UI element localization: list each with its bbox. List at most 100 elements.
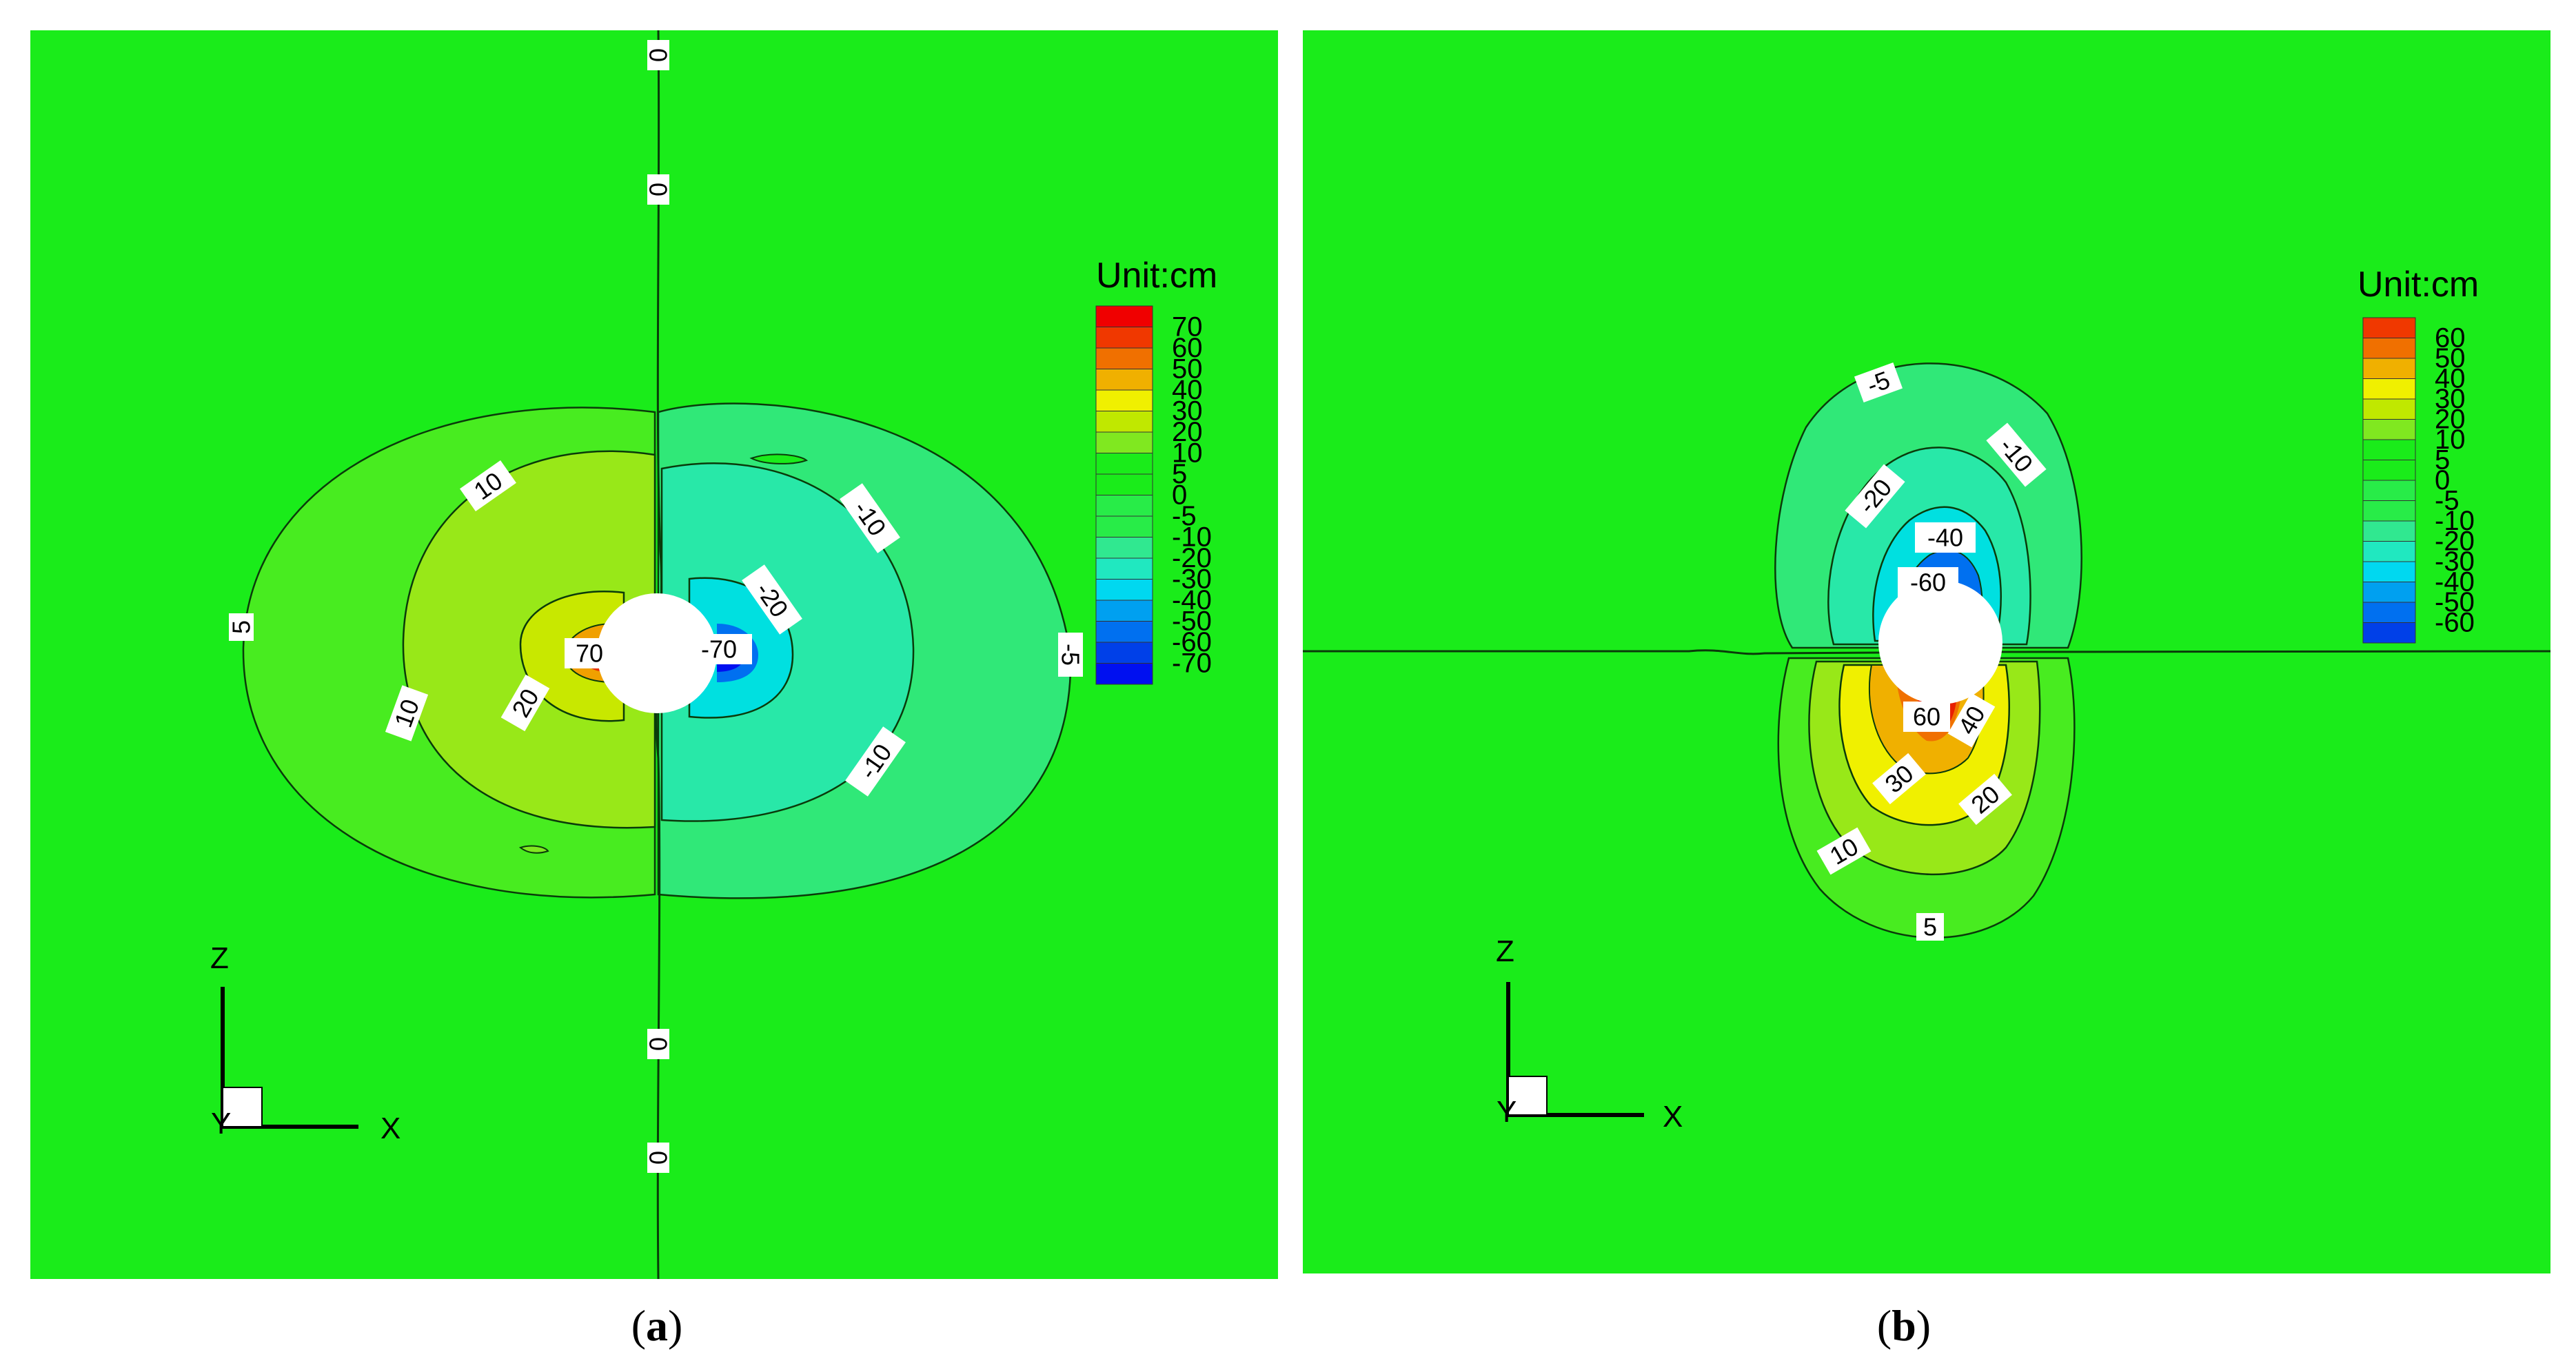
panel-a-contour-label: -5 [1057,644,1085,666]
legend-tick-label: 50 [1172,354,1203,385]
legend-tick-label: 10 [2435,424,2466,455]
legend-tick-label: 5 [1172,459,1187,489]
legend-swatch [1095,431,1153,453]
panel-a-contour-label: -70 [701,635,737,664]
panel-a-cylinder [597,593,717,713]
panel-a-contour-island-1 [749,453,809,464]
legend-swatch [2362,460,2416,481]
legend-tick-label: 40 [2435,364,2466,394]
panel-b-z-axis-label: Z [1496,934,1514,968]
panel-a-contour-label: 0 [645,183,673,196]
legend-tick-label: 50 [2435,343,2466,373]
legend-tick-label: 0 [2435,465,2450,495]
panel-b-axes-triad: Z X Y [1496,934,1683,1134]
panel-b-contour-label: -40 [1927,524,1963,552]
panel-b-legend-title: Unit:cm [2357,265,2479,305]
legend-swatch [2362,602,2416,623]
panel-a-contour-label: 0 [645,1151,673,1165]
legend-tick-label: 60 [2435,323,2466,354]
legend-swatch [1095,347,1153,369]
panel-a-legend: Unit:cm 7060504030201050-5-10-20-30-40-5… [1095,256,1217,685]
panel-b: -5 -10 -20 -40 -60 60 40 30 20 10 5 Unit… [1303,30,2551,1350]
legend-swatch [2362,398,2416,420]
legend-swatch [1095,411,1153,433]
legend-swatch [2362,317,2416,338]
legend-swatch [2362,520,2416,542]
legend-tick-label: -5 [1172,501,1197,531]
panel-b-y-axis-box [1508,1076,1548,1116]
legend-tick-label: -20 [1172,543,1212,573]
legend-tick-label: -20 [2435,526,2475,557]
legend-tick-label: 5 [2435,445,2450,475]
panel-a-legend-title: Unit:cm [1096,256,1217,296]
panel-a-x-axis-label: X [381,1112,400,1145]
legend-swatch [2362,378,2416,400]
panel-b-contour-label: 5 [1923,913,1937,941]
legend-swatch [2362,419,2416,440]
legend-swatch [1095,642,1153,664]
panel-a-contour-label: 70 [576,639,603,668]
panel-a-contour-island-2 [518,845,549,854]
panel-b-cylinder [1878,580,2002,704]
panel-a-contour-label: 0 [645,48,673,62]
legend-swatch [2362,338,2416,359]
legend-tick-label: -60 [2435,608,2475,638]
legend-swatch [2362,358,2416,379]
legend-swatch [1095,537,1153,559]
legend-swatch [1095,369,1153,391]
legend-swatch [1095,600,1153,622]
panel-b-contour-label: 60 [1913,703,1940,731]
panel-a-y-axis-box [222,1087,263,1127]
legend-swatch [1095,663,1153,685]
panel-a-contour-label: 0 [645,1037,673,1051]
legend-swatch [1095,305,1153,327]
legend-swatch [1095,453,1153,475]
legend-swatch [1095,495,1153,517]
panel-b-contour-label: -60 [1910,569,1946,597]
legend-tick-label: 10 [1172,438,1203,469]
panel-b-contour-labels: -5 -10 -20 -40 -60 60 40 30 20 10 5 [1816,362,2047,941]
legend-tick-label: -40 [1172,585,1212,615]
legend-tick-label: 20 [2435,405,2466,435]
legend-tick-label: -10 [2435,506,2475,536]
legend-tick-label: 30 [2435,384,2466,414]
legend-tick-label: -50 [2435,587,2475,617]
legend-swatch [1095,621,1153,643]
panel-a-y-axis-label: Y [211,1107,231,1140]
legend-swatch [2362,622,2416,644]
panel-a-axes-triad: Z X Y [210,941,400,1145]
legend-tick-label: 20 [1172,417,1203,447]
panel-a-contour-labels: 0 0 0 0 10 5 10 20 70 -70 -20 -10 -10 -5 [227,40,1085,1173]
legend-tick-label: 60 [1172,333,1203,363]
panel-b-legend: Unit:cm 60504030201050-5-10-20-30-40-50-… [2357,265,2479,644]
legend-swatch [1095,327,1153,349]
legend-tick-label: -10 [1172,522,1212,553]
panel-a-contour-label: 5 [227,620,256,634]
legend-tick-label: -50 [1172,606,1212,637]
legend-tick-label: 0 [1172,480,1187,511]
legend-swatch [2362,500,2416,522]
panel-b-caption: (b) [1877,1301,1931,1350]
legend-swatch [2362,480,2416,501]
legend-swatch [2362,541,2416,562]
panel-b-x-axis-label: X [1663,1100,1683,1134]
legend-swatch [1095,473,1153,495]
legend-tick-label: 40 [1172,375,1203,405]
legend-tick-label: -60 [1172,627,1212,657]
legend-tick-label: -70 [1172,648,1212,679]
panel-a: 0 0 0 0 10 5 10 20 70 -70 -20 -10 -10 -5… [30,30,1278,1350]
legend-tick-label: -5 [2435,486,2460,516]
legend-tick-label: -30 [2435,546,2475,577]
panel-a-z-axis-label: Z [210,941,229,975]
panel-b-y-axis-label: Y [1497,1095,1517,1129]
legend-swatch [1095,515,1153,538]
legend-tick-label: -40 [2435,567,2475,597]
legend-swatch [1095,557,1153,580]
legend-swatch [2362,439,2416,460]
legend-swatch [2362,561,2416,582]
legend-swatch [1095,389,1153,411]
legend-tick-label: 30 [1172,396,1203,427]
